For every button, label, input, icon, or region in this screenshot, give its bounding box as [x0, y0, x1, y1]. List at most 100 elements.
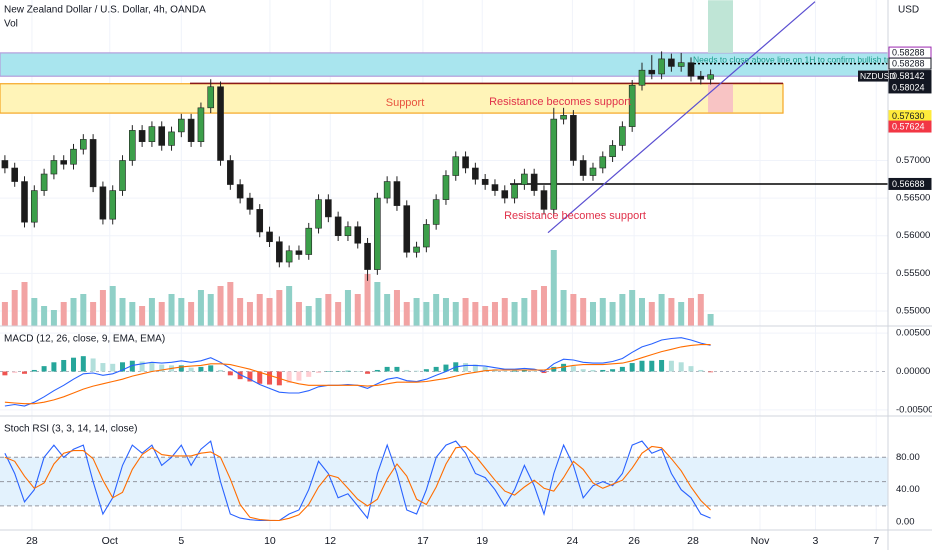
macd-histogram-bar [149, 362, 155, 372]
volume-bar [697, 294, 704, 326]
candle-body [344, 226, 352, 237]
volume-bar [158, 302, 165, 326]
volume-bar [393, 290, 400, 326]
candle-body [374, 197, 381, 270]
candle-body [266, 231, 273, 243]
volume-bar [550, 250, 557, 326]
candle-body [334, 216, 342, 237]
y-tick-label: 0.57000 [896, 155, 930, 166]
macd-histogram-bar [2, 371, 8, 376]
volume-bar [31, 298, 38, 326]
volume-bar [687, 298, 694, 326]
candle-body [432, 199, 440, 225]
volume-bar [668, 298, 675, 326]
volume-bar [364, 274, 371, 326]
macd-histogram-bar [649, 360, 655, 372]
trendline [547, 1, 816, 234]
macd-histogram-bar [110, 363, 116, 372]
candle-body [707, 74, 714, 80]
candle-body [687, 62, 695, 77]
candle-body [207, 86, 215, 109]
volume-bar [70, 298, 77, 326]
candle-body [491, 184, 499, 191]
volume-bar [315, 298, 322, 326]
macd-histogram-bar [41, 366, 47, 372]
macd-histogram-bar [178, 365, 184, 372]
volume-bar [11, 290, 18, 326]
volume-bar [580, 298, 587, 326]
candle-body [697, 75, 705, 80]
macd-histogram-bar [668, 360, 674, 372]
candle-body [677, 62, 685, 67]
volume-bar [335, 302, 342, 326]
price-label-box [888, 57, 932, 70]
volume-bar [570, 294, 577, 326]
volume-bar [482, 306, 489, 326]
stoch-pane [0, 417, 888, 530]
macd-histogram-bar [90, 358, 96, 372]
price-label-box [888, 120, 932, 133]
candle-body [638, 69, 646, 86]
y-tick-label: 0.55000 [896, 305, 930, 316]
macd-histogram-bar [51, 362, 57, 372]
macd-histogram-bar [365, 371, 371, 374]
candle-body [530, 173, 538, 191]
macd-histogram-bar [580, 369, 586, 372]
zone [0, 52, 888, 77]
volume-bar [423, 302, 430, 326]
macd-histogram-bar [482, 366, 488, 372]
candle-body [295, 250, 303, 255]
candle-body [187, 118, 195, 142]
price-label: 0.58024 [892, 82, 925, 92]
candle-body [246, 197, 254, 210]
zone [0, 83, 784, 114]
volume-bar [1, 302, 8, 326]
volume-bar [41, 306, 48, 326]
candle-body [119, 160, 126, 191]
candle-body [423, 224, 430, 248]
macd-histogram-bar [423, 369, 429, 372]
macd-histogram-bar [443, 364, 449, 372]
volume-bar [521, 298, 528, 326]
candle-body [628, 84, 636, 127]
volume-bar [472, 302, 479, 326]
annotation: Resistance becomes support [504, 210, 646, 222]
price-pane: Support Resistance becomes support Resista… [0, 0, 888, 326]
candle-body [178, 118, 185, 133]
candle-body [540, 190, 548, 210]
volume-bar [707, 314, 714, 326]
x-tick-label: 17 [417, 535, 429, 547]
candle-body [315, 199, 322, 229]
macd-histogram-bar [512, 370, 518, 372]
candle-body [579, 160, 587, 176]
candle-body [354, 226, 362, 244]
volume-bar [629, 290, 636, 326]
volume-bar [354, 294, 361, 326]
candle-body [138, 130, 146, 142]
macd-histogram-bar [198, 366, 204, 372]
volume-bar [99, 290, 106, 326]
volume-bar [462, 298, 469, 326]
volume-bar [80, 294, 87, 326]
volume-bar [148, 298, 155, 326]
macd-histogram-bar [384, 366, 390, 372]
macd-histogram-bar [610, 369, 616, 372]
volume-bar [403, 302, 410, 326]
candle-body [197, 107, 205, 142]
x-tick-label: 5 [178, 535, 184, 547]
candle-body [364, 242, 371, 270]
candle-body [599, 156, 607, 169]
y-tick-label: 0.00500 [896, 328, 930, 339]
volume-label: Vol [4, 19, 18, 30]
macd-histogram-bar [129, 360, 135, 372]
macd-histogram-bar [600, 369, 606, 372]
candle-body [560, 115, 567, 120]
macd-histogram-bar [561, 363, 567, 372]
macd-histogram-bar [296, 371, 302, 381]
volume-bar [609, 302, 616, 326]
volume-bar [638, 298, 645, 326]
candle-body [393, 181, 401, 206]
candle-body [40, 173, 48, 191]
volume-bar [168, 294, 175, 326]
